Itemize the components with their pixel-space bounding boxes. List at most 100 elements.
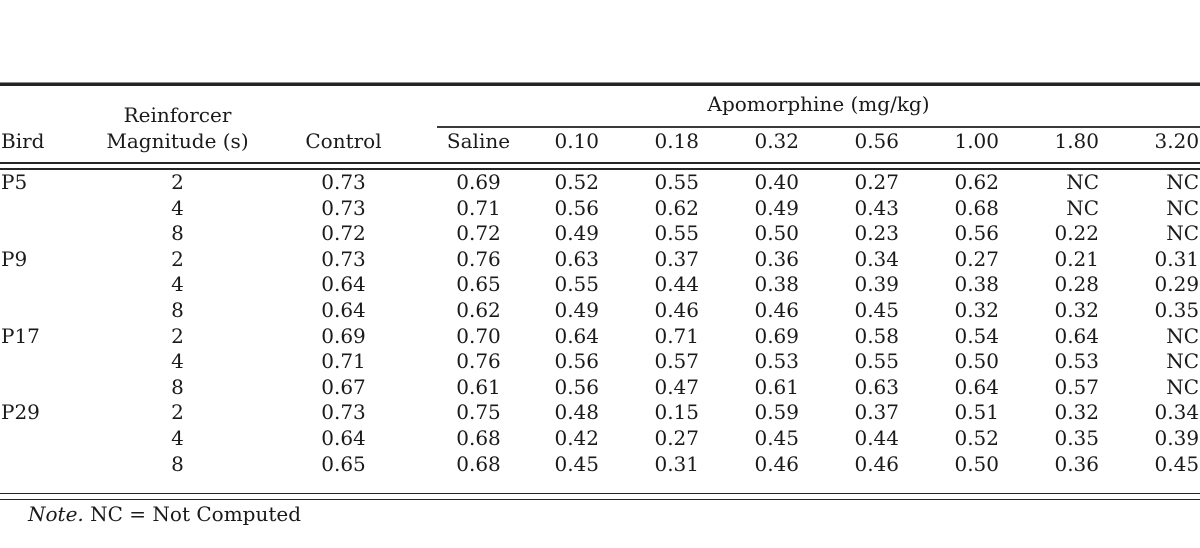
saline-cell: 0.68 <box>456 451 501 476</box>
dose-cell: 0.27 <box>654 425 699 450</box>
col-header-dose-032: 0.32 <box>754 129 799 153</box>
dose-cell: 0.54 <box>954 323 999 348</box>
dose-cell: NC <box>1066 195 1099 220</box>
saline-cell: 0.70 <box>456 323 501 348</box>
dose-cell: 0.64 <box>954 374 999 399</box>
dose-cell: 0.64 <box>554 323 599 348</box>
dose-cell: 0.42 <box>554 425 599 450</box>
table-note: Note. NC = Not Computed <box>28 501 301 527</box>
col-header-bird: Bird <box>1 129 45 153</box>
dose-cell: 0.51 <box>954 400 999 425</box>
dose-cell: 0.38 <box>754 272 799 297</box>
dose-cell: 0.69 <box>754 323 799 348</box>
dose-cell: 0.44 <box>654 272 699 297</box>
dose-cell: 0.55 <box>654 221 699 246</box>
dose-cell: 0.27 <box>954 246 999 271</box>
bird-cell <box>0 426 105 452</box>
dose-cell: 0.50 <box>754 221 799 246</box>
dose-cell: 0.53 <box>1054 349 1099 374</box>
dose-cell: 0.21 <box>1054 246 1099 271</box>
col-header-dose-056: 0.56 <box>854 129 899 153</box>
note-text: NC = Not Computed <box>83 502 302 526</box>
dose-cell: 0.22 <box>1054 221 1099 246</box>
dose-cell: NC <box>1166 170 1200 194</box>
saline-cell: 0.61 <box>456 374 501 399</box>
col-header-reinforcer-magnitude: Reinforcer Magnitude (s) <box>105 86 250 162</box>
dose-cell: 0.31 <box>1154 246 1200 271</box>
magnitude-header-line2: Magnitude (s) <box>106 129 249 153</box>
dose-cell: 0.71 <box>654 323 699 348</box>
saline-cell: 0.76 <box>456 246 501 271</box>
dose-cell: 0.44 <box>854 425 899 450</box>
dose-cell: NC <box>1066 170 1099 194</box>
dose-cell: 0.49 <box>754 195 799 220</box>
dose-cell: 0.50 <box>954 349 999 374</box>
saline-cell: 0.69 <box>456 170 501 194</box>
dose-cell: NC <box>1166 195 1200 220</box>
table-top-rule <box>0 82 1200 86</box>
dose-cell: 0.45 <box>1154 451 1200 476</box>
table-row: 4 0.64 0.65 0.55 0.44 0.38 0.39 0.38 0.28 0.29 <box>0 272 1200 298</box>
magnitude-header-line1: Reinforcer <box>123 103 232 127</box>
dose-cell: 0.57 <box>654 349 699 374</box>
dose-cell: 0.39 <box>854 272 899 297</box>
table-row: 8 0.65 0.68 0.45 0.31 0.46 0.46 0.50 0.36 0.45 <box>0 452 1200 478</box>
col-header-dose-180: 1.80 <box>1054 129 1099 153</box>
magnitude-cell: 4 <box>171 272 184 297</box>
dose-cell: 0.32 <box>954 297 999 322</box>
dose-cell: 0.28 <box>1054 272 1099 297</box>
dose-cell: 0.32 <box>1054 297 1099 322</box>
dose-cell: 0.56 <box>554 374 599 399</box>
dose-cell: 0.39 <box>1154 425 1200 450</box>
dose-cell: 0.52 <box>554 170 599 194</box>
table-row: P29 2 0.73 0.75 0.48 0.15 0.59 0.37 0.51 0.32 0.34 <box>0 400 1200 426</box>
bird-cell <box>0 452 105 478</box>
dose-cell: 0.45 <box>754 425 799 450</box>
dose-cell: 0.45 <box>554 451 599 476</box>
control-cell: 0.64 <box>321 297 366 322</box>
dose-cell: 0.46 <box>754 451 799 476</box>
note-prefix: Note. <box>28 502 84 526</box>
bird-cell: P29 <box>1 400 40 425</box>
dose-cell: 0.50 <box>954 451 999 476</box>
dose-cell: 0.40 <box>754 170 799 194</box>
dose-cell: 0.63 <box>554 246 599 271</box>
dose-cell: 0.46 <box>654 297 699 322</box>
control-cell: 0.67 <box>321 374 366 399</box>
col-header-dose-320: 3.20 <box>1154 129 1200 153</box>
magnitude-cell: 4 <box>171 195 184 220</box>
header-row: Saline 0.10 0.18 0.32 0.56 1.00 1.80 3.2… <box>0 127 1200 162</box>
control-cell: 0.73 <box>321 400 366 425</box>
table-row: P9 2 0.73 0.76 0.63 0.37 0.36 0.34 0.27 0.21 0.31 <box>0 247 1200 273</box>
magnitude-cell: 2 <box>171 246 184 271</box>
dose-cell: 0.49 <box>554 221 599 246</box>
dose-cell: 0.43 <box>854 195 899 220</box>
dose-cell: 0.29 <box>1154 272 1200 297</box>
dose-cell: 0.47 <box>654 374 699 399</box>
dose-cell: 0.49 <box>554 297 599 322</box>
dose-cell: 0.59 <box>754 400 799 425</box>
magnitude-cell: 2 <box>171 400 184 425</box>
dose-cell: 0.45 <box>854 297 899 322</box>
dose-cell: 0.68 <box>954 195 999 220</box>
table-row: 4 0.64 0.68 0.42 0.27 0.45 0.44 0.52 0.35 0.39 <box>0 426 1200 452</box>
bird-cell: P17 <box>1 323 40 348</box>
dose-cell: 0.55 <box>654 170 699 194</box>
magnitude-cell: 4 <box>171 349 184 374</box>
dose-cell: 0.62 <box>654 195 699 220</box>
saline-cell: 0.62 <box>456 297 501 322</box>
table-row: 8 0.72 0.72 0.49 0.55 0.50 0.23 0.56 0.22 NC <box>0 221 1200 247</box>
control-cell: 0.73 <box>321 246 366 271</box>
dose-cell: 0.48 <box>554 400 599 425</box>
col-header-dose-018: 0.18 <box>654 129 699 153</box>
dose-cell: 0.61 <box>754 374 799 399</box>
dose-cell: 0.35 <box>1154 297 1200 322</box>
dose-cell: 0.38 <box>954 272 999 297</box>
dose-cell: 0.56 <box>554 195 599 220</box>
col-header-dose-010: 0.10 <box>554 129 599 153</box>
saline-cell: 0.65 <box>456 272 501 297</box>
dose-cell: 0.55 <box>854 349 899 374</box>
dose-cell: 0.36 <box>754 246 799 271</box>
dose-cell: 0.57 <box>1054 374 1099 399</box>
